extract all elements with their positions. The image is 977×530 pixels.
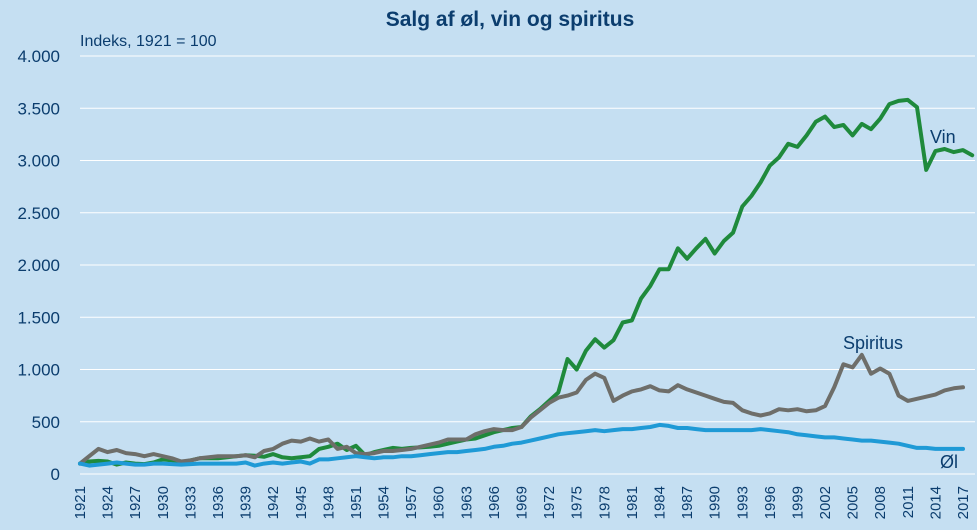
x-tick-label: 1972 xyxy=(541,486,558,519)
x-tick-label: 1966 xyxy=(486,486,503,519)
x-tick-label: 2002 xyxy=(817,486,834,519)
y-tick-label: 0 xyxy=(51,465,60,484)
y-axis-ticks: 0 500 1.000 1.500 2.000 2.500 3.000 3.500 4.000 xyxy=(17,47,60,484)
x-tick-label: 1951 xyxy=(348,486,365,519)
series-labels: Vin Spiritus Øl xyxy=(843,127,958,472)
x-tick-label: 1945 xyxy=(293,486,310,519)
x-tick-label: 1978 xyxy=(596,486,613,519)
y-tick-label: 1.000 xyxy=(17,361,60,380)
x-tick-label: 1987 xyxy=(679,486,696,519)
x-tick-label: 1948 xyxy=(320,486,337,519)
y-tick-label: 3.500 xyxy=(17,99,60,118)
x-tick-label: 1993 xyxy=(734,486,751,519)
series-label-2: Spiritus xyxy=(843,333,903,353)
x-tick-label: 1936 xyxy=(210,486,227,519)
x-tick-label: 1984 xyxy=(651,486,668,519)
x-tick-label: 2011 xyxy=(900,486,917,518)
series-line-3 xyxy=(78,422,965,468)
series-label-3: Øl xyxy=(940,452,958,472)
series-label-1: Vin xyxy=(930,127,956,147)
x-tick-label: 1924 xyxy=(100,486,117,519)
x-tick-label: 1990 xyxy=(707,486,724,519)
x-axis-ticks: 1921 1924 1927 1930 1933 1936 1939 1942 1945 1948… xyxy=(72,486,972,519)
chart-title: Salg af øl, vin og spiritus xyxy=(386,8,635,31)
series-line-2 xyxy=(78,352,965,466)
y-tick-label: 2.000 xyxy=(17,256,60,275)
x-tick-label: 1999 xyxy=(789,486,806,519)
x-tick-label: 1963 xyxy=(458,486,475,519)
y-tick-label: 500 xyxy=(32,413,60,432)
x-tick-label: 1960 xyxy=(431,486,448,519)
x-tick-label: 2008 xyxy=(872,486,889,519)
x-tick-label: 1975 xyxy=(569,486,586,519)
x-tick-label: 1981 xyxy=(624,486,641,519)
gridlines xyxy=(80,55,975,475)
x-tick-label: 1957 xyxy=(403,486,420,519)
y-tick-label: 2.500 xyxy=(17,204,60,223)
x-tick-label: 2017 xyxy=(955,486,972,519)
x-tick-label: 1996 xyxy=(762,486,779,519)
series-line-1 xyxy=(78,97,975,467)
x-tick-label: 2005 xyxy=(845,486,862,519)
y-tick-label: 1.500 xyxy=(17,308,60,327)
x-tick-label: 1942 xyxy=(265,486,282,519)
x-tick-label: 1927 xyxy=(127,486,144,519)
x-tick-label: 2014 xyxy=(927,486,944,519)
x-tick-label: 1939 xyxy=(238,486,255,519)
x-tick-label: 1930 xyxy=(155,486,172,519)
series-lines xyxy=(78,97,975,468)
x-tick-label: 1933 xyxy=(182,486,199,519)
x-tick-label: 1954 xyxy=(376,486,393,519)
chart-subtitle: Indeks, 1921 = 100 xyxy=(80,33,217,50)
y-tick-label: 4.000 xyxy=(17,47,60,66)
x-tick-label: 1969 xyxy=(514,486,531,519)
y-tick-label: 3.000 xyxy=(17,152,60,171)
x-tick-label: 1921 xyxy=(72,486,89,519)
